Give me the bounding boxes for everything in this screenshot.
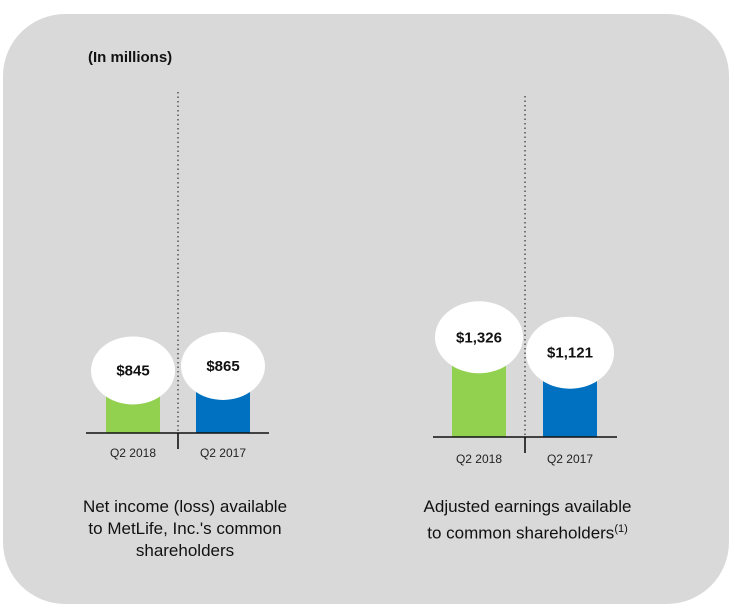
chart-2-caption-line-2-wrap: to common shareholders(1): [370, 518, 685, 545]
chart-2-value-label-2: $1,121: [547, 345, 593, 362]
chart-1-value-label-1: $845: [116, 362, 149, 379]
chart-1-category-label-1: Q2 2018: [110, 446, 156, 460]
chart-panel: [3, 14, 729, 604]
chart-1-value-label-2: $865: [206, 358, 239, 375]
chart-2-value-label-1: $1,326: [456, 329, 502, 346]
chart-1-category-label-2: Q2 2017: [200, 446, 246, 460]
chart-2-value-bubble-1: [435, 301, 523, 374]
chart-1-caption: Net income (loss) available to MetLife, …: [30, 496, 340, 562]
chart-2-caption-line-2: to common shareholders: [427, 523, 615, 543]
units-label: (In millions): [88, 49, 173, 66]
chart-2-category-label-2: Q2 2017: [547, 452, 593, 466]
chart-1-caption-line-2: to MetLife, Inc.'s common: [88, 519, 282, 538]
chart-1-caption-line-3: shareholders: [135, 541, 235, 560]
chart-2-caption: Adjusted earnings available to common sh…: [370, 496, 685, 545]
chart-2-value-bubble-2: [526, 316, 614, 389]
chart-1-value-bubble-2: [181, 331, 265, 400]
chart-2-category-label-1: Q2 2018: [456, 452, 502, 466]
chart-1-value-bubble-1: [91, 336, 175, 405]
chart-1-caption-line-1: Net income (loss) available: [82, 497, 288, 516]
chart-2-caption-line-1: Adjusted earnings available: [423, 497, 632, 516]
footnote-marker: (1): [614, 523, 628, 535]
